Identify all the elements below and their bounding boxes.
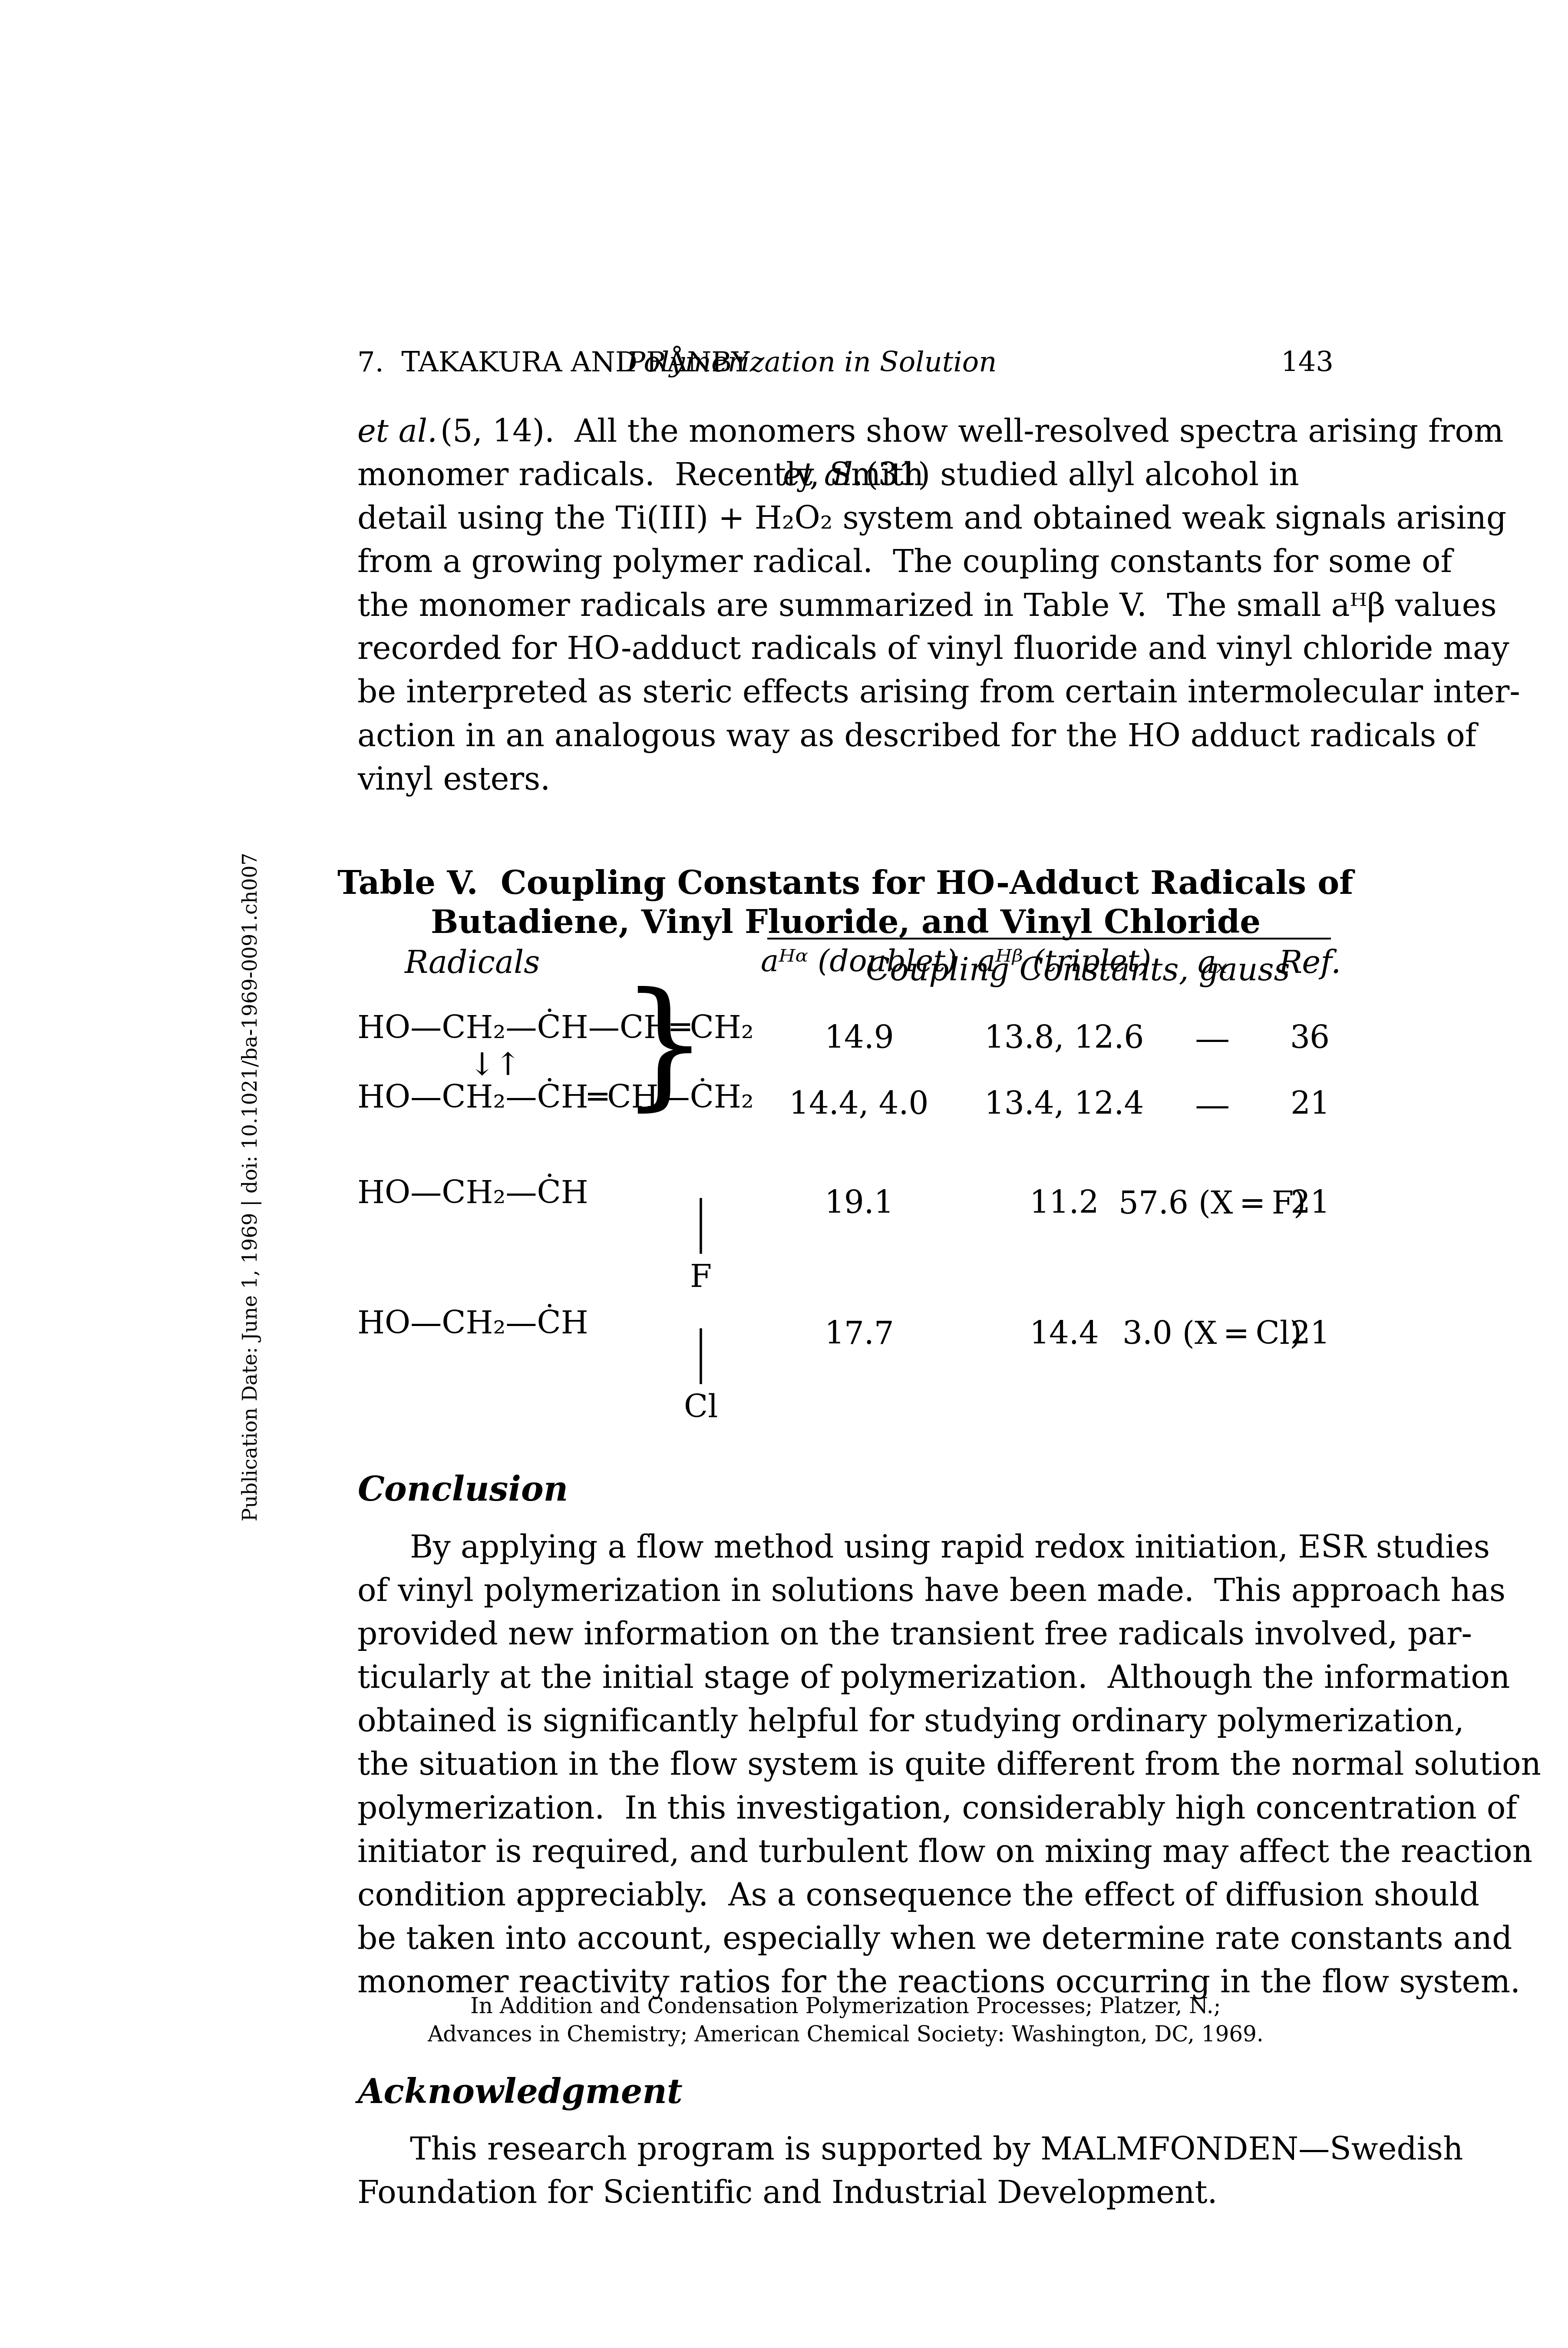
Text: 7.  TAKAKURA AND RÅNBY: 7. TAKAKURA AND RÅNBY: [358, 350, 750, 378]
Text: }: }: [619, 986, 709, 1120]
Text: Acknowledgment: Acknowledgment: [358, 2078, 682, 2111]
Text: aᴴᵝ (triplet): aᴴᵝ (triplet): [977, 949, 1151, 977]
Text: et al.: et al.: [782, 460, 862, 491]
Text: aᴴᵅ (doublet): aᴴᵅ (doublet): [760, 949, 956, 977]
Text: condition appreciably.  As a consequence the effect of diffusion should: condition appreciably. As a consequence …: [358, 1881, 1480, 1911]
Text: Ref.: Ref.: [1278, 949, 1341, 979]
Text: action in an analogous way as described for the HO adduct radicals of: action in an analogous way as described …: [358, 721, 1477, 754]
Text: Foundation for Scientific and Industrial Development.: Foundation for Scientific and Industrial…: [358, 2179, 1217, 2209]
Text: 13.8, 12.6: 13.8, 12.6: [985, 1024, 1145, 1054]
Text: monomer radicals.  Recently, Smith: monomer radicals. Recently, Smith: [358, 460, 935, 493]
Text: the situation in the flow system is quite different from the normal solution: the situation in the flow system is quit…: [358, 1752, 1541, 1782]
Text: vinyl esters.: vinyl esters.: [358, 765, 550, 796]
Text: (5, 14).  All the monomers show well-resolved spectra arising from: (5, 14). All the monomers show well-reso…: [431, 418, 1504, 448]
Text: et al.: et al.: [358, 418, 437, 448]
Text: Advances in Chemistry; American Chemical Society: Washington, DC, 1969.: Advances in Chemistry; American Chemical…: [428, 2024, 1264, 2045]
Text: Polymerization in Solution: Polymerization in Solution: [627, 350, 997, 378]
Text: aₓ: aₓ: [1198, 949, 1228, 979]
Text: 17.7: 17.7: [825, 1320, 894, 1350]
Text: the monomer radicals are summarized in Table V.  The small aᴴβ values: the monomer radicals are summarized in T…: [358, 592, 1497, 622]
Text: (31) studied allyl alcohol in: (31) studied allyl alcohol in: [856, 460, 1298, 493]
Text: HO—CH₂—ĊH—CH═CH₂: HO—CH₂—ĊH—CH═CH₂: [358, 1014, 754, 1045]
Text: 143: 143: [1281, 350, 1333, 378]
Text: initiator is required, and turbulent flow on mixing may affect the reaction: initiator is required, and turbulent flo…: [358, 1838, 1532, 1869]
Text: —: —: [1195, 1089, 1229, 1125]
Text: 21: 21: [1290, 1188, 1330, 1219]
Text: 3.0 (X = Cl): 3.0 (X = Cl): [1123, 1320, 1301, 1350]
Text: 19.1: 19.1: [825, 1188, 894, 1219]
Text: be interpreted as steric effects arising from certain intermolecular inter-: be interpreted as steric effects arising…: [358, 679, 1521, 709]
Text: HO—CH₂—ĊH: HO—CH₂—ĊH: [358, 1179, 588, 1209]
Text: 57.6 (X = F): 57.6 (X = F): [1118, 1188, 1306, 1219]
Text: —: —: [1195, 1024, 1229, 1057]
Text: 14.4: 14.4: [1029, 1320, 1099, 1350]
Text: HO—CH₂—ĊH═CH—ĊH₂: HO—CH₂—ĊH═CH—ĊH₂: [358, 1082, 754, 1113]
Text: of vinyl polymerization in solutions have been made.  This approach has: of vinyl polymerization in solutions hav…: [358, 1578, 1505, 1608]
Text: 36: 36: [1290, 1024, 1330, 1054]
Text: HO—CH₂—ĊH: HO—CH₂—ĊH: [358, 1310, 588, 1341]
Text: ticularly at the initial stage of polymerization.  Although the information: ticularly at the initial stage of polyme…: [358, 1665, 1510, 1695]
Text: 21: 21: [1290, 1089, 1330, 1120]
Text: be taken into account, especially when we determine rate constants and: be taken into account, especially when w…: [358, 1925, 1512, 1956]
Text: ↓↑: ↓↑: [469, 1052, 521, 1082]
Text: obtained is significantly helpful for studying ordinary polymerization,: obtained is significantly helpful for st…: [358, 1707, 1465, 1738]
Text: 14.9: 14.9: [825, 1024, 894, 1054]
Text: 13.4, 12.4: 13.4, 12.4: [985, 1089, 1145, 1120]
Text: provided new information on the transient free radicals involved, par-: provided new information on the transien…: [358, 1620, 1472, 1651]
Text: recorded for HO-adduct radicals of vinyl fluoride and vinyl chloride may: recorded for HO-adduct radicals of vinyl…: [358, 634, 1510, 667]
Text: 11.2: 11.2: [1029, 1188, 1099, 1219]
Text: 21: 21: [1290, 1320, 1330, 1350]
Text: Butadiene, Vinyl Fluoride, and Vinyl Chloride: Butadiene, Vinyl Fluoride, and Vinyl Chl…: [431, 909, 1261, 939]
Text: polymerization.  In this investigation, considerably high concentration of: polymerization. In this investigation, c…: [358, 1794, 1518, 1824]
Text: Coupling Constants, gauss: Coupling Constants, gauss: [866, 956, 1290, 986]
Text: Publication Date: June 1, 1969 | doi: 10.1021/ba-1969-0091.ch007: Publication Date: June 1, 1969 | doi: 10…: [241, 852, 262, 1522]
Text: monomer reactivity ratios for the reactions occurring in the flow system.: monomer reactivity ratios for the reacti…: [358, 1968, 1521, 1998]
Text: This research program is supported by MALMFONDEN—Swedish: This research program is supported by MA…: [409, 2137, 1463, 2167]
Text: F: F: [690, 1263, 712, 1294]
Text: Table V.  Coupling Constants for HO-Adduct Radicals of: Table V. Coupling Constants for HO-Adduc…: [337, 869, 1353, 902]
Text: 14.4, 4.0: 14.4, 4.0: [789, 1089, 928, 1120]
Text: detail using the Ti(III) + H₂O₂ system and obtained weak signals arising: detail using the Ti(III) + H₂O₂ system a…: [358, 505, 1507, 535]
Text: Conclusion: Conclusion: [358, 1475, 568, 1507]
Text: In Addition and Condensation Polymerization Processes; Platzer, N.;: In Addition and Condensation Polymerizat…: [470, 1996, 1221, 2017]
Text: Radicals: Radicals: [405, 949, 539, 979]
Text: Cl: Cl: [684, 1392, 718, 1423]
Text: from a growing polymer radical.  The coupling constants for some of: from a growing polymer radical. The coup…: [358, 547, 1452, 580]
Text: By applying a flow method using rapid redox initiation, ESR studies: By applying a flow method using rapid re…: [409, 1533, 1490, 1564]
